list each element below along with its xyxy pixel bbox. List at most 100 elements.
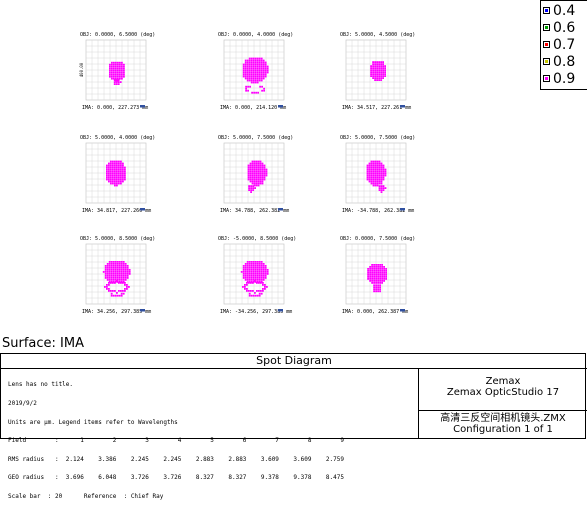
legend-label: 0.9 bbox=[553, 70, 576, 87]
spot-point bbox=[112, 275, 115, 277]
spot-point bbox=[120, 178, 122, 181]
spot-point bbox=[260, 59, 263, 62]
spot-point bbox=[262, 271, 265, 273]
spot-point bbox=[118, 180, 120, 183]
spot-point bbox=[384, 172, 387, 175]
spot-point bbox=[113, 79, 116, 81]
software-credit: Zemax Zemax OpticStudio 17 bbox=[419, 368, 587, 411]
spot-point bbox=[370, 69, 372, 71]
spot-point bbox=[120, 269, 123, 271]
spot-point bbox=[114, 281, 117, 283]
spot-point bbox=[255, 170, 258, 173]
spot-point bbox=[110, 294, 113, 297]
spot-point bbox=[116, 275, 119, 277]
spot-point bbox=[259, 160, 262, 163]
spot-point bbox=[383, 270, 385, 272]
spot-point bbox=[261, 168, 264, 171]
spot-point bbox=[112, 172, 114, 175]
spot-point bbox=[104, 265, 107, 267]
spot-point bbox=[123, 65, 125, 68]
spot-point bbox=[376, 73, 378, 75]
spot-point bbox=[247, 176, 250, 179]
spot-point bbox=[254, 261, 257, 263]
spot-point bbox=[382, 189, 385, 191]
spot-point bbox=[104, 273, 107, 275]
legend-marker-icon bbox=[543, 7, 550, 14]
spot-point bbox=[382, 75, 384, 77]
spot-point bbox=[242, 267, 245, 269]
spot-point bbox=[242, 273, 245, 275]
spot-point bbox=[115, 79, 118, 81]
spot-point bbox=[116, 172, 118, 175]
spot-point bbox=[262, 73, 265, 76]
spot-point bbox=[249, 168, 252, 171]
spot-point bbox=[260, 265, 263, 267]
spot-point bbox=[380, 63, 382, 65]
spot-cell: OBJ: 5.0000, 4.5000 (deg) IMA: 34.517, 22… bbox=[340, 32, 415, 111]
spot-point bbox=[371, 266, 373, 268]
spot-point bbox=[254, 271, 257, 273]
spot-point bbox=[124, 176, 126, 179]
spot-point bbox=[120, 261, 123, 263]
spot-point bbox=[258, 282, 260, 284]
spot-point bbox=[114, 273, 117, 275]
spot-point bbox=[377, 266, 379, 268]
spot-point bbox=[114, 166, 116, 169]
spot-point bbox=[265, 170, 268, 173]
spot-point bbox=[112, 277, 115, 279]
spot-point bbox=[254, 273, 257, 275]
spot-point bbox=[385, 274, 387, 276]
spot-point bbox=[114, 279, 117, 281]
spot-point bbox=[110, 166, 112, 169]
spot-point bbox=[259, 174, 262, 177]
spot-point bbox=[260, 267, 263, 269]
spot-point bbox=[374, 77, 376, 79]
spot-point bbox=[382, 69, 384, 71]
spot-point bbox=[245, 85, 247, 88]
spot-point bbox=[116, 292, 118, 294]
spot-point bbox=[118, 172, 120, 175]
spot-point bbox=[370, 168, 373, 171]
spot-point bbox=[380, 75, 382, 77]
spot-point bbox=[258, 294, 261, 297]
spot-point bbox=[126, 277, 129, 279]
spot-point bbox=[118, 290, 120, 292]
spot-point bbox=[104, 286, 106, 288]
spot-point bbox=[244, 265, 247, 267]
spot-point bbox=[264, 286, 266, 288]
spot-point bbox=[117, 81, 120, 83]
spot-point bbox=[114, 275, 117, 277]
spot-point bbox=[118, 282, 120, 284]
spot-point bbox=[254, 75, 257, 78]
spot-point bbox=[252, 77, 255, 80]
spot-point bbox=[104, 275, 107, 277]
wavelength-legend: 0.4 0.6 0.7 0.8 0.9 bbox=[540, 0, 587, 90]
spot-point bbox=[106, 178, 108, 181]
spot-point bbox=[256, 67, 259, 70]
spot-point bbox=[110, 267, 113, 269]
spot-point bbox=[257, 164, 260, 167]
spot-point bbox=[246, 269, 249, 271]
spot-point bbox=[116, 269, 119, 271]
spot-point bbox=[254, 294, 257, 297]
spot-point bbox=[244, 275, 247, 277]
spot-point bbox=[254, 79, 257, 82]
spot-point bbox=[258, 65, 261, 68]
spot-point bbox=[244, 77, 247, 80]
spot-point bbox=[244, 71, 247, 74]
spot-point bbox=[260, 273, 263, 275]
spot-point bbox=[377, 282, 379, 284]
spot-point bbox=[380, 172, 383, 175]
cell-field-label: OBJ: 5.0000, 7.5000 (deg) bbox=[340, 135, 415, 141]
spot-point bbox=[378, 79, 380, 81]
spot-point bbox=[373, 274, 375, 276]
spot-point bbox=[266, 286, 268, 288]
spot-point bbox=[261, 176, 264, 179]
spot-point bbox=[108, 261, 111, 263]
spot-point bbox=[375, 268, 377, 270]
spot-point bbox=[257, 166, 260, 169]
spot-point bbox=[112, 162, 114, 165]
spot-point bbox=[372, 180, 375, 183]
scale-bar-icon bbox=[140, 309, 145, 312]
spot-point bbox=[116, 294, 119, 297]
